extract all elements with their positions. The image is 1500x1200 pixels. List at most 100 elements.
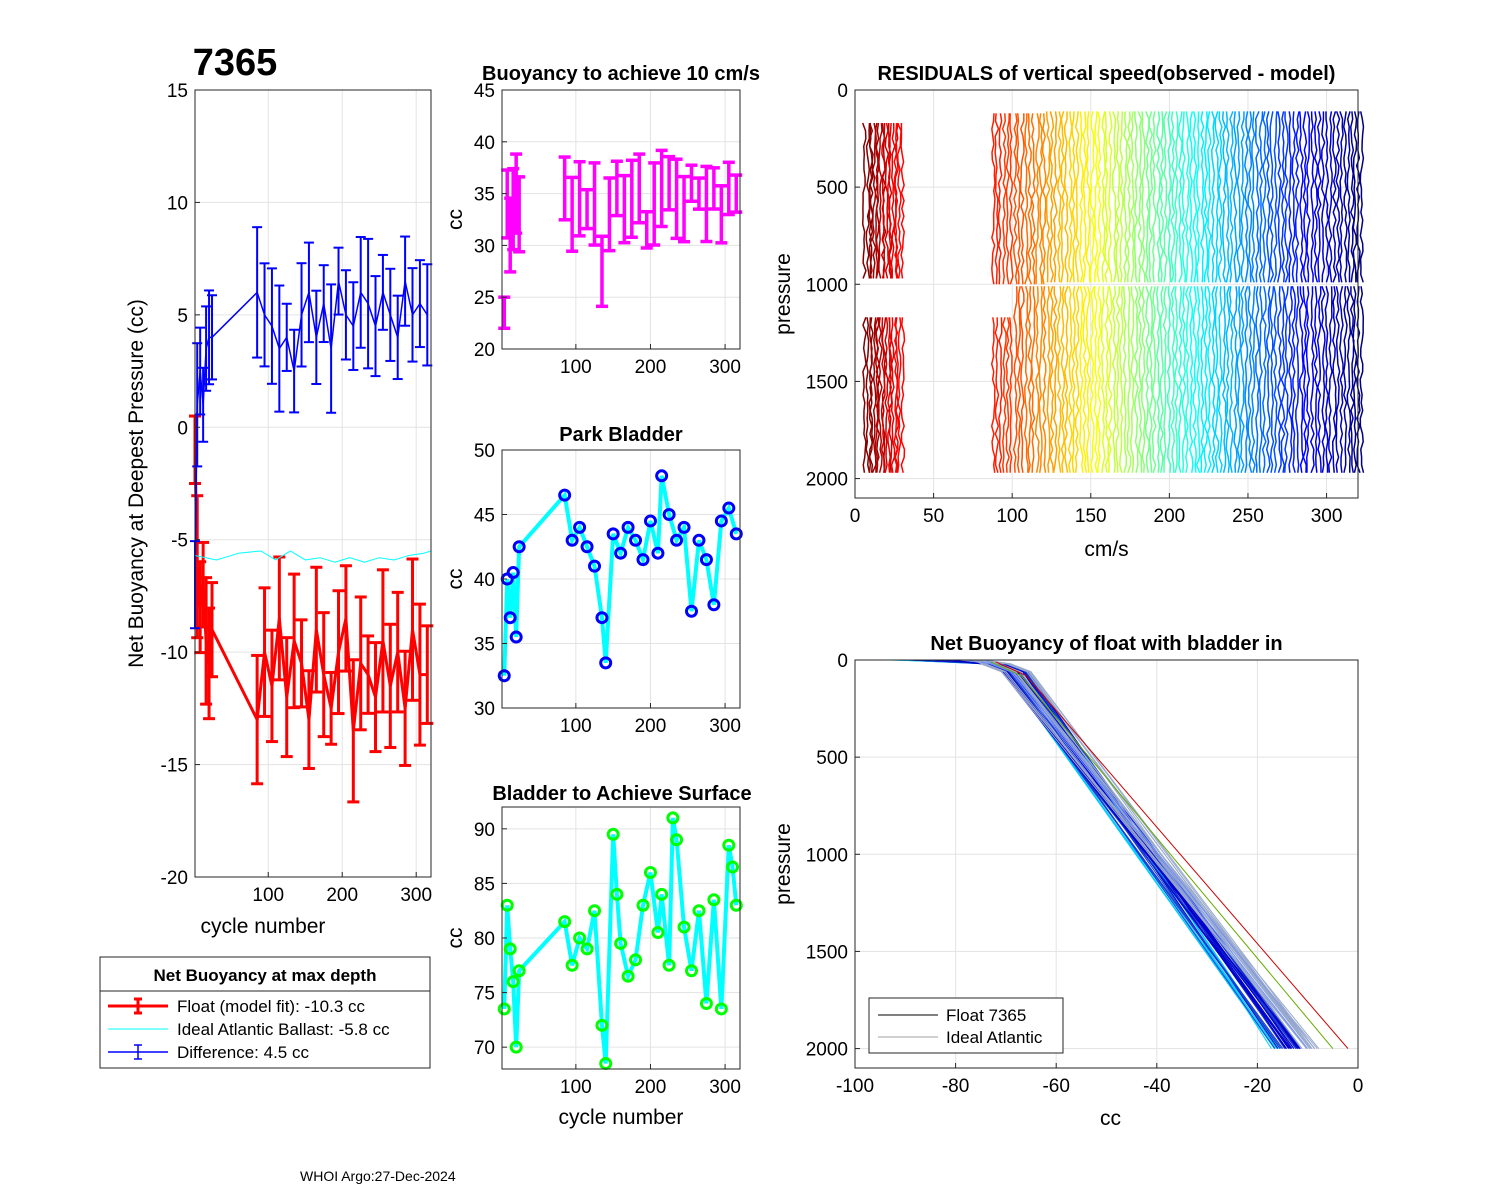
residual-profile — [1096, 111, 1102, 283]
residual-profile — [1041, 113, 1047, 285]
residual-profile — [1089, 286, 1095, 473]
residual-profile — [994, 113, 1000, 285]
surface-point — [692, 904, 706, 918]
residual-profile — [1078, 286, 1084, 473]
residual-profile — [1133, 111, 1139, 283]
residual-profile — [1265, 286, 1271, 474]
residual-profile — [1140, 111, 1146, 283]
park-point — [512, 540, 526, 554]
surface-point — [610, 887, 624, 901]
y-tick-label: -15 — [161, 756, 188, 777]
surface-point — [629, 953, 643, 967]
axes-frame — [501, 89, 741, 350]
x-tick-label: 250 — [1232, 506, 1264, 527]
residual-profile — [1045, 111, 1051, 283]
residual-profile — [1074, 111, 1080, 283]
axes-frame — [854, 659, 1359, 1069]
residual-profile — [1038, 286, 1044, 473]
residual-profile — [1166, 286, 1172, 473]
residual-profile — [1151, 286, 1157, 473]
residual-profile — [1192, 111, 1198, 283]
residual-profile — [1034, 286, 1040, 473]
axes-frame — [194, 89, 432, 878]
y-tick-label: 2000 — [806, 1040, 848, 1061]
residual-profile — [880, 317, 886, 473]
residual-profile — [1302, 111, 1308, 283]
surface-point — [497, 1002, 511, 1016]
residual-profile — [1349, 286, 1355, 473]
surface-point — [595, 1018, 609, 1032]
park-point — [636, 553, 650, 567]
residual-profile — [1250, 286, 1256, 473]
park-point — [595, 611, 609, 625]
residual-profile — [1335, 286, 1341, 473]
residual-profile — [1012, 113, 1018, 285]
residual-profile — [1093, 286, 1099, 473]
surface-point — [651, 926, 665, 940]
y-tick-label: 500 — [816, 178, 848, 199]
y-tick-label: 20 — [474, 340, 495, 361]
surface-point — [662, 958, 676, 972]
residual-profile — [1019, 113, 1025, 285]
residual-profile — [1030, 113, 1036, 285]
residual-profile — [1306, 111, 1311, 283]
residual-profile — [1316, 286, 1322, 473]
y-tick-label: 2000 — [806, 470, 848, 491]
residual-profile — [1339, 286, 1344, 473]
residual-profile — [1244, 286, 1249, 473]
residual-profile — [1352, 286, 1358, 473]
residual-profile — [1122, 286, 1128, 473]
x-tick-label: -60 — [1042, 1076, 1069, 1097]
chart-park: 100 200 300 50 45 40 35 30 Park Bladder cc — [444, 424, 743, 737]
buoyancy-profile — [985, 659, 1315, 1049]
residual-profile — [887, 317, 893, 473]
residual-profile — [1148, 286, 1154, 473]
legend-frame — [868, 997, 1064, 1054]
x-tick-label: 300 — [400, 885, 432, 906]
residual-profile — [1046, 286, 1051, 473]
residual-profile — [1240, 111, 1245, 283]
buoyancy-profile-warm — [995, 661, 1349, 1049]
residual-profile — [1221, 111, 1227, 283]
residual-profile — [1177, 286, 1183, 473]
x-axis-label: cycle number — [559, 1106, 684, 1129]
x-tick-label: 200 — [635, 357, 667, 378]
park-point — [621, 520, 635, 534]
residual-profile — [1118, 286, 1124, 473]
residual-profile — [1287, 286, 1293, 473]
residual-profile — [1129, 286, 1135, 473]
residual-profile — [1217, 286, 1223, 473]
residual-profile — [1100, 286, 1106, 473]
residual-profile — [1005, 317, 1010, 473]
x-tick-label: 0 — [1353, 1076, 1364, 1097]
x-axis-label: cc — [1100, 1107, 1121, 1130]
residual-profile — [1163, 111, 1168, 283]
residual-profile — [997, 113, 1003, 285]
park-point — [614, 546, 628, 560]
x-tick-label: 150 — [1075, 506, 1107, 527]
residual-profile — [994, 317, 1000, 473]
plot-area — [195, 90, 431, 877]
residual-profile — [1200, 286, 1205, 473]
residual-profile — [1206, 111, 1212, 283]
residual-profile — [1184, 111, 1190, 283]
surface-line — [502, 817, 739, 1064]
residual-profile — [1068, 111, 1073, 283]
residual-profile — [878, 122, 883, 279]
surface-point — [685, 964, 699, 978]
y-tick-label: 40 — [474, 133, 495, 154]
legend-netprofile: Float 7365 Ideal Atlantic — [868, 997, 1064, 1054]
park-point — [677, 520, 691, 534]
park-point — [629, 533, 643, 547]
x-tick-label: 100 — [252, 885, 284, 906]
surface-point — [699, 997, 713, 1010]
residual-profile — [874, 122, 880, 279]
residual-profile — [900, 123, 905, 279]
residual-profile — [1244, 111, 1249, 283]
y-tick-label: 85 — [474, 874, 495, 895]
residual-profile — [1089, 111, 1095, 283]
residual-profile — [1159, 286, 1164, 473]
residual-profile — [1233, 286, 1238, 473]
park-point — [670, 533, 684, 547]
